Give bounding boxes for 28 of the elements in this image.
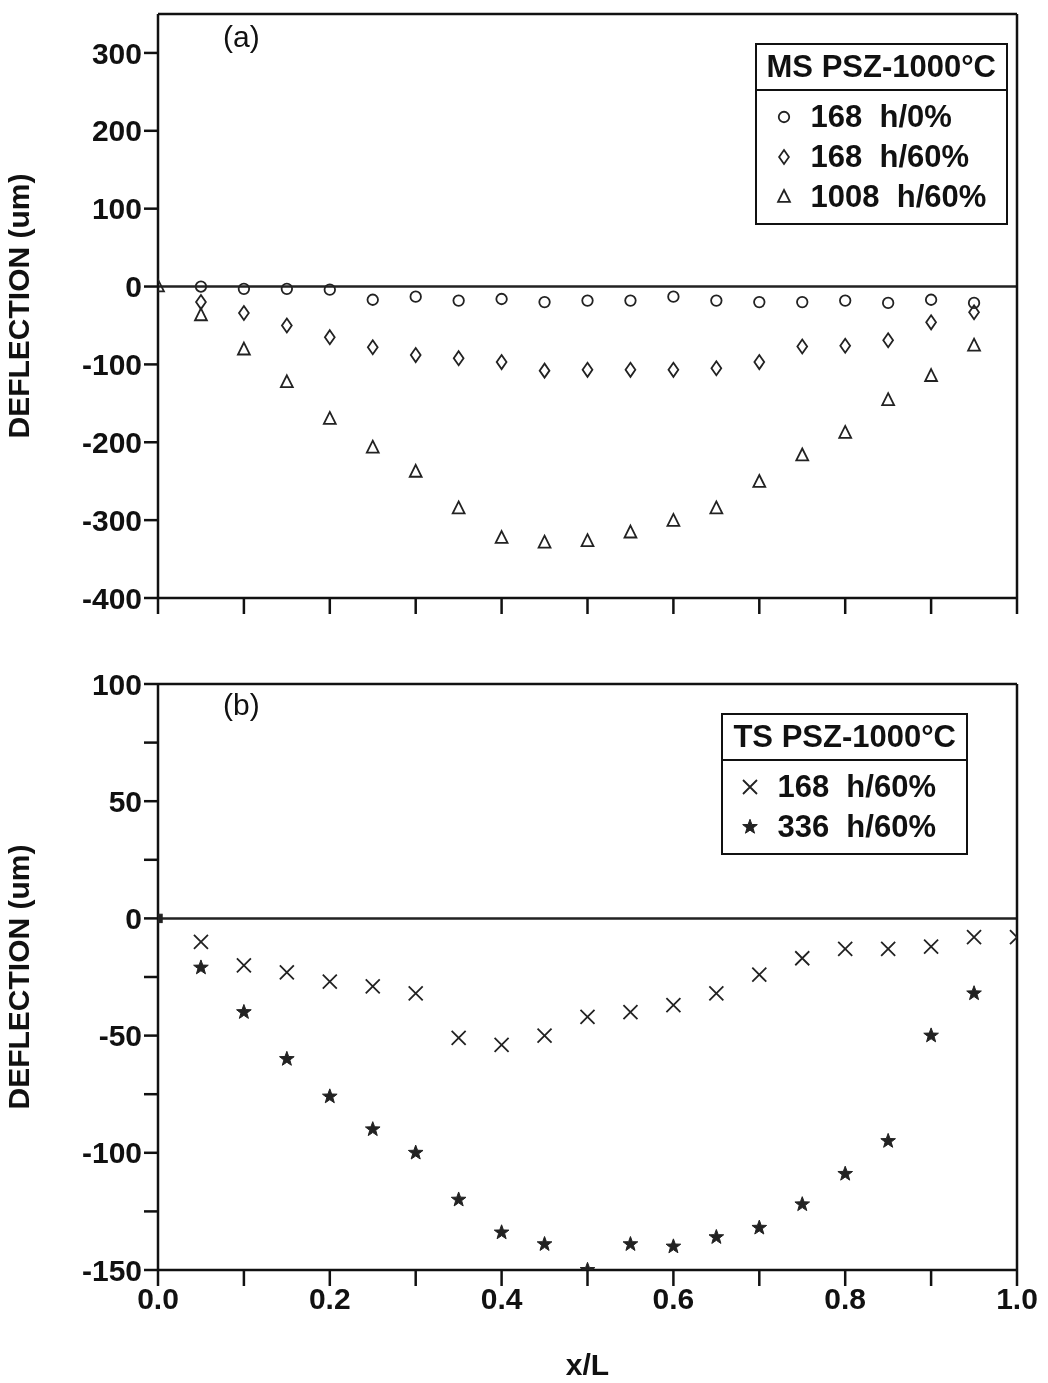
y-tick-label: -100 — [81, 1136, 142, 1170]
y-tick-label: 0 — [125, 270, 142, 304]
y-tick-label: -400 — [81, 581, 142, 615]
y-tick-label: 200 — [91, 114, 142, 148]
x-tick-label: 0.8 — [824, 1282, 867, 1316]
annotation: (a) — [223, 20, 260, 54]
y-tick-label: 0 — [125, 902, 142, 936]
y-tick-label: -300 — [81, 503, 142, 537]
x-axis-title: x/L — [565, 1348, 610, 1381]
legend-label: 336 h/60% — [777, 809, 936, 845]
y-tick-label: 100 — [91, 667, 142, 701]
y-tick-label: -100 — [81, 348, 142, 382]
y-tick-label: -50 — [98, 1019, 142, 1053]
legend-label: 168 h/60% — [810, 139, 970, 175]
y-tick-label: 300 — [91, 36, 142, 70]
legend-label: 168 h/60% — [777, 769, 936, 805]
y-tick-label: -200 — [81, 425, 142, 459]
x-tick-label: 0.4 — [480, 1282, 523, 1316]
x-tick-label: 0.6 — [652, 1282, 695, 1316]
legend-title: MS PSZ-1000°C — [756, 45, 1006, 91]
legend-label: 168 h/0% — [810, 99, 952, 135]
x-tick-label: 0.2 — [308, 1282, 351, 1316]
legend-label: 1008 h/60% — [810, 179, 987, 215]
x-tick-label: 1.0 — [996, 1282, 1038, 1316]
y-tick-label: 100 — [91, 192, 142, 226]
annotation: (b) — [223, 688, 260, 722]
legend-title: TS PSZ-1000°C — [723, 715, 966, 761]
y-tick-label: 50 — [108, 784, 142, 818]
